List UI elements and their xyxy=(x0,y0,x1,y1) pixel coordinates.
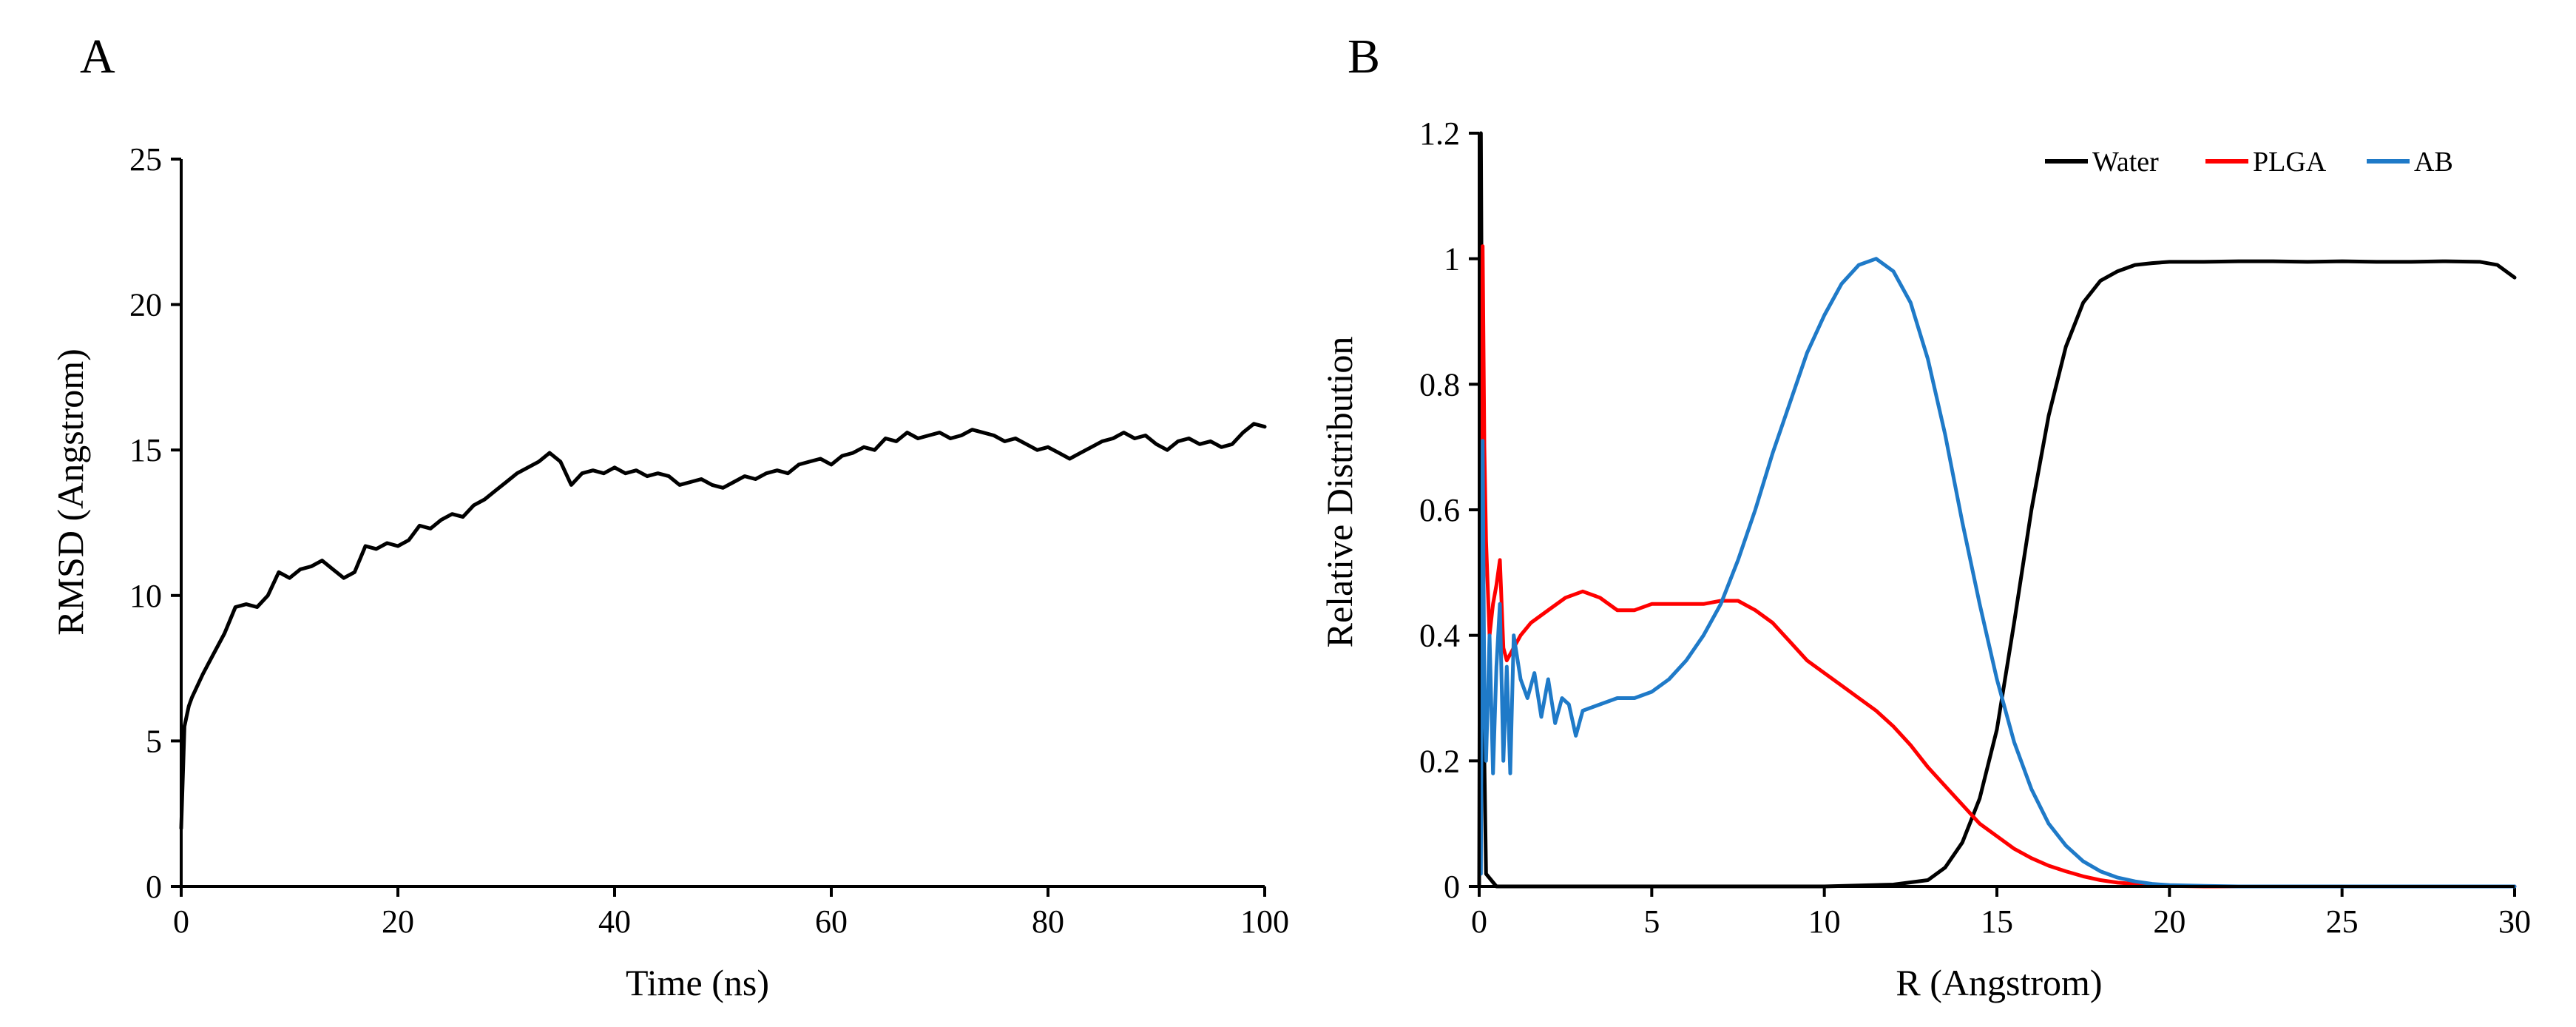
panel-b-label: B xyxy=(1348,30,1380,84)
panel-a-y-tick-label: 10 xyxy=(129,578,162,614)
panel-b-y-tick-label: 0.2 xyxy=(1419,743,1460,779)
panel-a-x-tick-label: 20 xyxy=(382,903,414,940)
panel-b-y-tick-label: 0 xyxy=(1444,869,1460,905)
panel-b-x-tick-label: 25 xyxy=(2326,903,2359,940)
panel-a-y-tick-label: 0 xyxy=(146,869,162,905)
panel-a-series-rmsd-line xyxy=(179,422,1267,830)
panel-a-x-tick-label: 40 xyxy=(598,903,631,940)
panel-b-legend: Water PLGA AB xyxy=(2045,147,2453,178)
panel-b-x-tick-label: 10 xyxy=(1808,903,1841,940)
panel-b-series xyxy=(1477,131,2517,889)
panel-a-y-tick-label: 20 xyxy=(129,287,162,323)
panel-b-x-tick-label: 20 xyxy=(2153,903,2185,940)
panel-b-series-ab-line xyxy=(1478,257,2517,889)
legend-label-ab: AB xyxy=(2414,147,2453,178)
panel-a-label: A xyxy=(80,30,115,84)
panel-a-x-axis-title: Time (ns) xyxy=(626,962,769,1003)
legend-label-water: Water xyxy=(2092,147,2159,178)
panel-b: B Relative Distribution R (Angstrom) 0 5 1… xyxy=(1319,30,2531,1003)
panel-b-ticks: 0 5 10 15 20 25 30 0 0.2 0.4 0.6 0.8 1 1.2 xyxy=(1419,115,2531,940)
panel-a-y-axis-title: RMSD (Angstrom) xyxy=(50,348,91,636)
panel-a-series xyxy=(179,422,1267,830)
panel-a-ticks: 0 20 40 60 80 100 0 5 10 15 20 25 xyxy=(129,141,1289,940)
panel-a-x-tick-label: 100 xyxy=(1240,903,1289,940)
panel-b-y-axis-title: Relative Distribution xyxy=(1319,337,1360,648)
panel-b-y-tick-label: 1.2 xyxy=(1419,115,1460,152)
panel-b-y-tick-label: 1 xyxy=(1444,241,1460,277)
panel-a: A RMSD (Angstrom) Time (ns) 0 20 40 60 80 100… xyxy=(50,30,1289,1003)
panel-a-x-tick-label: 80 xyxy=(1032,903,1064,940)
panel-b-x-tick-label: 0 xyxy=(1471,903,1487,940)
panel-b-y-tick-label: 0.6 xyxy=(1419,492,1460,528)
panel-a-y-tick-label: 5 xyxy=(146,723,162,759)
panel-b-series-water-line xyxy=(1477,131,2517,889)
panel-b-series-plga-line xyxy=(1478,244,2517,889)
panel-a-y-tick-label: 15 xyxy=(129,432,162,468)
panel-b-x-tick-label: 15 xyxy=(1981,903,2013,940)
panel-b-y-tick-label: 0.4 xyxy=(1419,618,1460,654)
panel-a-x-tick-label: 60 xyxy=(815,903,848,940)
panel-a-y-tick-label: 25 xyxy=(129,141,162,178)
legend-label-plga: PLGA xyxy=(2253,147,2327,178)
panel-b-y-tick-label: 0.8 xyxy=(1419,366,1460,403)
panel-b-x-tick-label: 30 xyxy=(2498,903,2531,940)
panel-b-x-axis-title: R (Angstrom) xyxy=(1896,962,2102,1003)
panel-a-x-tick-label: 0 xyxy=(173,903,189,940)
panel-b-x-tick-label: 5 xyxy=(1643,903,1660,940)
